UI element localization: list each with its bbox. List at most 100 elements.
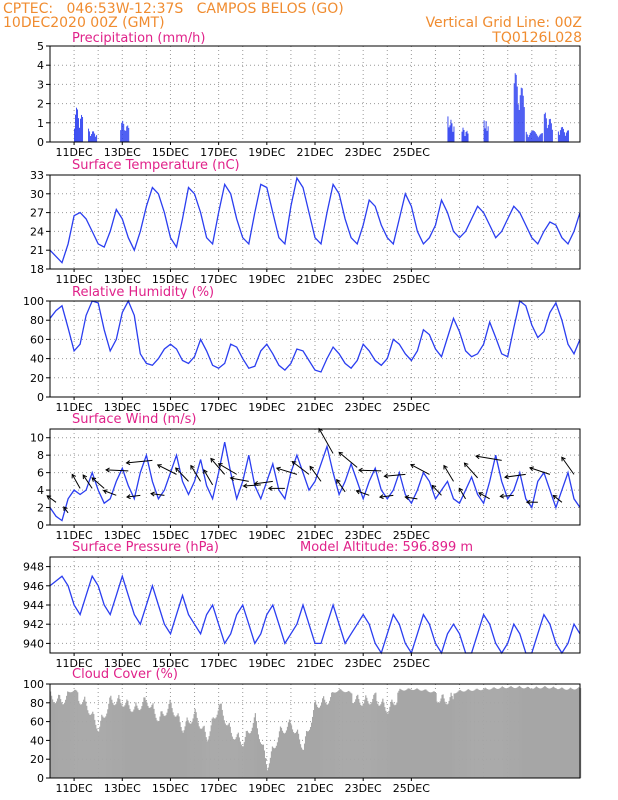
header-run-date: 10DEC2020 00Z (GMT): [3, 15, 165, 31]
wind-arrow-head: [336, 478, 341, 484]
cloud-cover-bar: [320, 705, 322, 778]
precipitation-bar: [515, 74, 517, 142]
precipitation-bar: [465, 131, 467, 142]
cloud-cover-bar: [194, 708, 196, 778]
cloud-cover-bar: [443, 698, 445, 778]
cloud-cover-bar: [450, 692, 452, 778]
precipitation-bar: [539, 134, 541, 142]
surface-pressure-ytick-label: 948: [23, 561, 44, 574]
wind-arrow-head: [71, 473, 76, 479]
surface-pressure-ytick-label: 946: [23, 580, 44, 593]
cloud-cover-bar: [295, 731, 298, 778]
precipitation-bar: [450, 119, 452, 142]
cloud-cover-bar: [357, 694, 359, 778]
precipitation-bar: [447, 116, 449, 142]
cloud-cover-bar: [269, 757, 272, 778]
cloud-cover-bar: [105, 716, 107, 778]
cloud-cover-bar: [312, 710, 315, 778]
cloud-cover-bar: [350, 692, 352, 778]
precipitation-bar: [486, 130, 488, 142]
cloud-cover-bar: [165, 715, 167, 778]
cloud-cover-bar: [205, 737, 207, 778]
cloud-cover-bar: [216, 714, 218, 778]
surface-pressure-annotation: Model Altitude: 596.899 m: [300, 540, 473, 555]
cloud-cover-bar: [238, 737, 240, 778]
precipitation-bar: [559, 130, 561, 142]
cloud-cover-bar: [528, 687, 531, 778]
precipitation-bar: [526, 134, 528, 142]
cloud-cover-bar: [544, 686, 547, 778]
precipitation-bar: [551, 129, 553, 142]
precipitation-bar: [467, 133, 469, 142]
cloud-cover-bar: [507, 687, 509, 778]
cloud-cover-bar: [388, 710, 390, 778]
cloud-cover-bar: [71, 692, 73, 778]
cloud-cover-bar: [460, 690, 462, 778]
cloud-cover-bar: [301, 749, 304, 778]
cloud-cover-bar: [124, 705, 126, 778]
cloud-cover-bar: [431, 692, 433, 778]
cloud-cover-bar: [548, 688, 551, 778]
wind-arrow-head: [63, 506, 68, 512]
cloud-cover-bar: [421, 690, 423, 778]
surface-wind-xtick-label: 17DEC: [200, 529, 237, 542]
cloud-cover-bar: [400, 689, 402, 778]
wind-arrow-head: [561, 456, 566, 462]
precipitation-bar: [128, 127, 130, 142]
cloud-cover-bar: [338, 690, 340, 778]
cloud-cover-bar: [415, 688, 417, 778]
wind-arrow: [431, 485, 442, 496]
cloud-cover-bar: [407, 688, 409, 778]
cloud-cover-bar: [416, 688, 418, 778]
precipitation-bar: [544, 112, 546, 142]
cloud-cover-bar: [176, 715, 178, 778]
cloud-cover-bar: [385, 710, 387, 778]
cloud-cover-bar: [137, 708, 139, 778]
cloud-cover-bar: [540, 688, 543, 778]
cloud-cover-bar: [576, 688, 579, 778]
surface-pressure-xtick-label: 13DEC: [104, 657, 141, 670]
cloud-cover-bar: [76, 690, 78, 778]
cloud-cover-bar: [258, 739, 260, 778]
precipitation-bar: [563, 132, 565, 142]
surface-wind-title: Surface Wind (m/s): [72, 412, 196, 427]
surface-temperature-title: Surface Temperature (nC): [72, 158, 240, 173]
cloud-cover-bar: [279, 726, 282, 778]
cloud-cover-bar: [498, 688, 500, 778]
cloud-cover-bar: [68, 691, 70, 778]
cloud-cover-bar: [391, 699, 393, 778]
cloud-cover-bar: [242, 746, 244, 778]
cloud-cover-bar: [352, 702, 354, 778]
cloud-cover-bar: [494, 688, 496, 778]
cloud-cover-ytick-label: 0: [37, 772, 44, 785]
cloud-cover-bar: [566, 689, 569, 778]
cloud-cover-bar: [539, 688, 542, 778]
cloud-cover-bar: [222, 715, 224, 778]
cloud-cover-bar: [308, 729, 311, 778]
cloud-cover-bar: [332, 692, 334, 778]
precipitation-bar: [547, 124, 549, 142]
wind-arrow: [46, 495, 57, 503]
cloud-cover-bar: [223, 720, 225, 778]
cloud-cover-bar: [316, 704, 318, 778]
cloud-cover-bar: [445, 703, 447, 778]
cloud-cover-bar: [449, 697, 451, 778]
cloud-cover-bar: [240, 744, 242, 778]
cloud-cover-bar: [307, 731, 310, 778]
cloud-cover-bar: [475, 688, 477, 778]
cloud-cover-bar: [489, 689, 491, 778]
cloud-cover-bar: [526, 686, 528, 778]
cloud-cover-bar: [154, 713, 156, 778]
cloud-cover-bar: [215, 717, 217, 778]
cloud-cover-bar: [51, 695, 53, 778]
precipitation-bar: [95, 136, 97, 142]
cloud-cover-bar: [95, 724, 97, 778]
wind-arrow-head: [309, 465, 315, 471]
cloud-cover-bar: [525, 687, 527, 778]
cloud-cover-bar: [195, 712, 197, 778]
cloud-cover-bar: [153, 708, 155, 778]
cloud-cover-bar: [291, 729, 294, 778]
cloud-cover-bar: [300, 747, 303, 778]
precipitation-bar: [550, 123, 552, 142]
surface-temperature-panel: Surface Temperature (nC) 18 21 24 27 30 33 11DE…: [30, 158, 581, 286]
